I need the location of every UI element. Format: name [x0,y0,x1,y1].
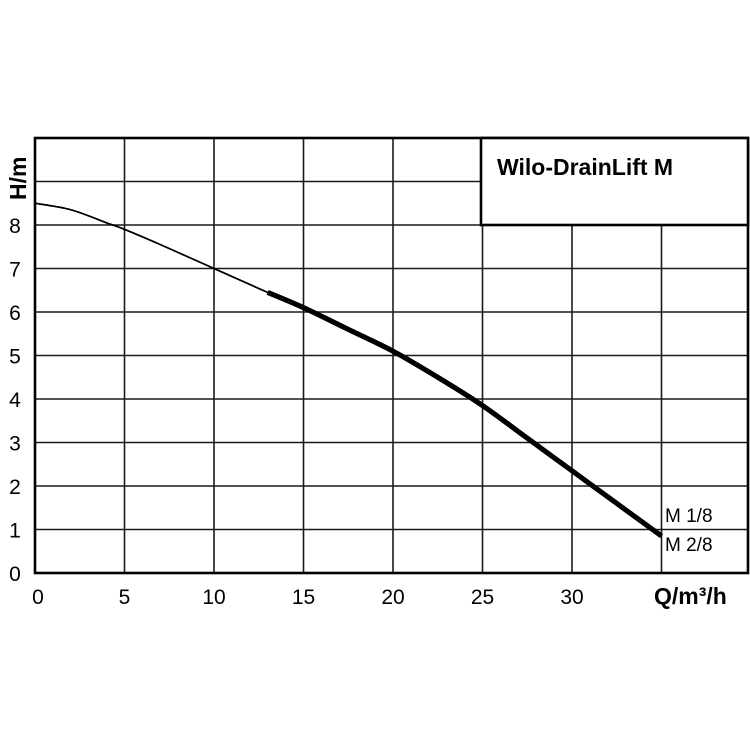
x-axis-title: Q/m³/h [654,583,727,609]
x-tick-labels: 0 5 10 15 20 25 30 [32,586,584,609]
plot-frame [33,136,750,575]
y-tick-8: 8 [9,215,21,238]
series-m-1-8-thin-line [34,202,269,294]
y-tick-2: 2 [9,476,21,499]
series-m-1-8-thick-line [266,290,663,539]
y-tick-7: 7 [9,259,21,282]
y-tick-0: 0 [9,563,21,586]
y-tick-5: 5 [9,346,21,369]
title-box: Wilo-DrainLift M [479,136,750,227]
series-m-2-8-thin-line [34,202,269,294]
series-m-2-8-thick-line [266,290,663,539]
series-label-m-1-8: M 1/8 [665,506,713,527]
y-tick-1: 1 [9,520,21,543]
title-box-frame [479,136,750,227]
y-tick-4: 4 [9,389,21,412]
x-tick-5: 5 [119,586,131,609]
chart-title: Wilo-DrainLift M [497,154,673,180]
series-labels: M 1/8 M 2/8 [665,506,713,556]
curves [34,202,663,539]
x-tick-20: 20 [381,586,404,609]
x-tick-0: 0 [32,586,44,609]
x-tick-25: 25 [471,586,494,609]
y-tick-6: 6 [9,302,21,325]
x-tick-30: 30 [560,586,583,609]
y-tick-3: 3 [9,433,21,456]
x-tick-15: 15 [292,586,315,609]
y-tick-labels: 0 1 2 3 4 5 6 7 8 [9,215,21,586]
series-label-m-2-8: M 2/8 [665,535,713,556]
y-axis-title: H/m [5,157,31,200]
x-tick-10: 10 [202,586,225,609]
